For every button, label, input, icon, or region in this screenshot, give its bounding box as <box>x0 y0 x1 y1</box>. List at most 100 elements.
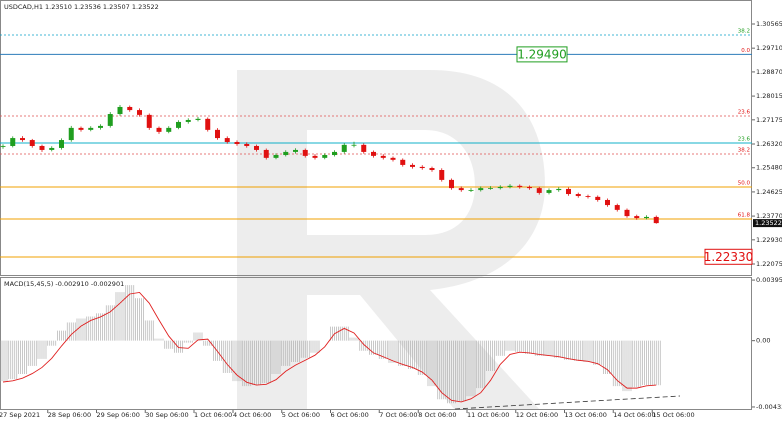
x-tick-label: 7 Oct 06:00 <box>379 411 417 419</box>
candle-body <box>585 196 591 197</box>
candle-body <box>536 188 542 193</box>
y-tick-label: 1.22075 <box>756 260 782 268</box>
y-tick-label: 1.25480 <box>756 164 782 172</box>
candle-body <box>234 142 240 145</box>
candle-body <box>361 144 367 152</box>
main-pane-border <box>0 0 752 276</box>
candle-body <box>624 209 630 217</box>
candle-body <box>380 155 386 158</box>
candle-body <box>468 190 474 191</box>
candle-body <box>39 145 45 150</box>
candle-body <box>595 196 601 200</box>
candle-body <box>488 188 493 189</box>
y-tick-label: 1.23770 <box>756 212 782 220</box>
x-tick-label: 11 Oct 06:00 <box>467 411 509 419</box>
y-tick-label: 1.26320 <box>756 140 782 148</box>
candle-body <box>137 110 142 115</box>
x-tick-label: 28 Sep 06:00 <box>48 411 91 419</box>
candle-body <box>20 138 25 141</box>
candle-body <box>351 144 357 146</box>
candle-body <box>117 106 123 115</box>
price-tag-box <box>704 248 753 265</box>
candle-body <box>527 186 532 189</box>
chart-header: USDCAD,H1 1.23510 1.23536 1.23507 1.2352… <box>4 3 159 11</box>
candle-body <box>634 216 640 219</box>
candle-body <box>0 145 6 147</box>
candle-body <box>68 127 74 141</box>
level-label: 50.0 <box>738 180 751 186</box>
candle-body <box>195 118 201 120</box>
current-price-box <box>753 219 782 228</box>
candle-body <box>371 151 376 156</box>
level-label: 61.8 <box>738 212 751 218</box>
candle-body <box>653 216 659 224</box>
candle-body <box>224 138 230 143</box>
candle-body <box>88 127 94 130</box>
y-tick-label: 1.24625 <box>756 188 782 196</box>
y-tick-label: 1.30565 <box>756 20 782 28</box>
x-tick-label: 5 Oct 06:00 <box>282 411 320 419</box>
level-label: 23.6 <box>738 136 751 142</box>
candle-body <box>185 119 191 122</box>
level-label: 0.0 <box>741 48 750 54</box>
candle-body <box>439 170 445 180</box>
macd-pane-border <box>0 277 752 410</box>
candle-body <box>497 186 503 189</box>
candle-body <box>400 159 406 165</box>
candle-body <box>419 166 425 169</box>
candle-body <box>575 194 581 197</box>
candle-body <box>478 188 484 191</box>
candle-body <box>429 168 435 171</box>
x-tick-label: 1 Oct 06:00 <box>194 411 232 419</box>
candle-body <box>156 127 162 132</box>
candle-body <box>556 188 562 191</box>
candle-body <box>215 129 220 139</box>
candle-body <box>614 205 620 210</box>
candle-body <box>302 149 308 156</box>
candle-body <box>410 164 415 167</box>
x-tick-label: 6 Oct 06:00 <box>331 411 369 419</box>
candle-body <box>49 147 55 150</box>
candle-body <box>127 106 133 111</box>
y-tick-label: 1.22930 <box>756 236 782 244</box>
candle-body <box>205 118 211 130</box>
y-tick-label: 1.28015 <box>756 92 782 100</box>
x-tick-label: 29 Sep 06:00 <box>97 411 140 419</box>
y-tick-label: 1.28870 <box>756 68 782 76</box>
level-label: 38.2 <box>738 147 750 153</box>
macd-y-tick-label: -0.004332 <box>756 403 782 411</box>
candle-body <box>146 114 152 128</box>
x-tick-label: 30 Sep 06:00 <box>145 411 188 419</box>
candle-body <box>98 125 103 128</box>
price-tag-label: 1.22330 <box>704 250 754 264</box>
level-label: 23.6 <box>738 109 751 115</box>
candle-body <box>458 188 464 191</box>
candle-body <box>449 179 454 189</box>
candle-body <box>566 188 571 195</box>
candle-body <box>176 121 181 128</box>
x-tick-label: 14 Oct 06:00 <box>613 411 655 419</box>
candle-body <box>312 155 318 158</box>
candle-body <box>10 138 16 146</box>
candle-body <box>273 155 279 158</box>
candle-body <box>59 140 64 148</box>
candle-body <box>332 151 337 156</box>
watermark-bowl <box>307 70 545 410</box>
macd-y-tick-label: 0.00 <box>756 337 770 345</box>
candle-body <box>341 144 347 152</box>
candle-body <box>244 144 250 146</box>
candle-body <box>29 140 35 146</box>
candle-body <box>107 114 113 126</box>
x-tick-label: 27 Sep 2021 <box>0 411 40 419</box>
candle-body <box>293 149 298 152</box>
x-tick-label: 15 Oct 06:00 <box>652 411 694 419</box>
current-price-label: 1.23522 <box>755 219 782 227</box>
candle-body <box>605 199 610 206</box>
candle-body <box>263 149 269 158</box>
macd-signal <box>2 291 657 403</box>
x-tick-label: 8 Oct 06:00 <box>418 411 456 419</box>
x-tick-label: 13 Oct 06:00 <box>565 411 607 419</box>
candle-body <box>254 145 259 150</box>
